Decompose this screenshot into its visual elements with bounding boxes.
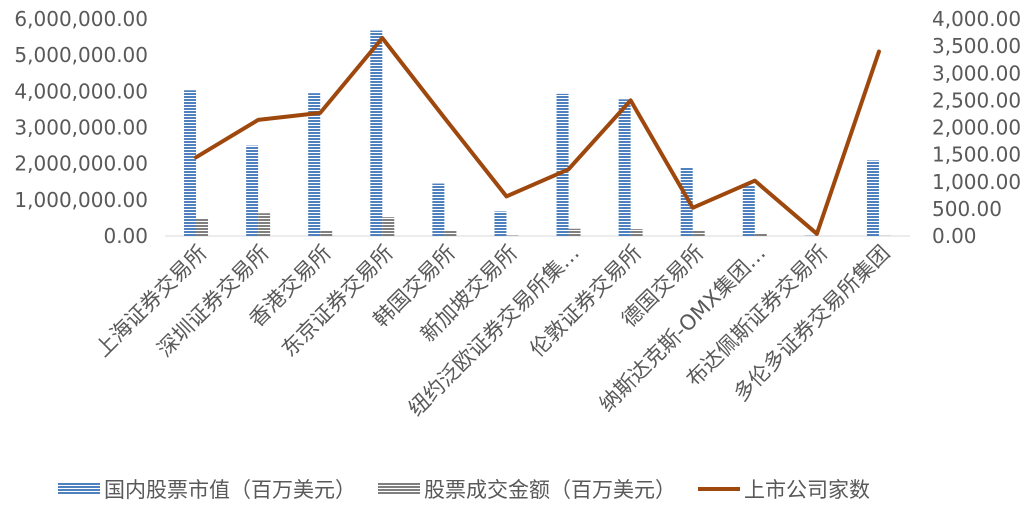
turnover-bar [754, 233, 767, 236]
category-labels: 上海证券交易所深圳证券交易所香港交易所东京证券交易所韩国交易所新加坡交易所纽约泛… [91, 241, 895, 421]
turnover-bar [320, 230, 333, 236]
turnover-bar [506, 235, 519, 236]
legend-swatch [378, 483, 420, 495]
left-tick-label: 0.00 [103, 224, 148, 248]
right-tick-label: 4,000.00 [932, 7, 1021, 31]
legend-label: 上市公司家数 [744, 478, 870, 502]
left-tick-label: 5,000,000.00 [14, 43, 148, 67]
market-cap-bar [184, 90, 197, 236]
right-tick-label: 500.00 [932, 197, 1002, 221]
category-label: 伦敦证券交易所 [525, 241, 646, 362]
right-tick-label: 2,500.00 [932, 88, 1021, 112]
turnover-bar [258, 213, 271, 236]
turnover-bar [196, 218, 209, 236]
market-cap-bar [618, 99, 631, 236]
category-label: 东京证券交易所 [277, 241, 398, 362]
category-label: 上海证券交易所 [91, 241, 212, 362]
right-tick-label: 3,500.00 [932, 34, 1021, 58]
category-label: 深圳证券交易所 [153, 241, 274, 362]
turnover-bar [568, 228, 581, 236]
left-tick-label: 6,000,000.00 [14, 7, 148, 31]
line-series [194, 35, 881, 236]
legend: 国内股票市值（百万美元） 股票成交金额（百万美元） 上市公司家数 [58, 478, 870, 502]
left-axis-ticks: 0.00 1,000,000.00 2,000,000.00 3,000,000.00… [14, 7, 148, 248]
market-cap-bar [432, 183, 445, 236]
right-axis-ticks: 0.00 500.00 1,000.00 1,500.00 2,000.00 2,500.… [932, 7, 1021, 248]
left-tick-label: 2,000,000.00 [14, 152, 148, 176]
turnover-bar [444, 230, 457, 236]
market-cap-bar [866, 160, 879, 236]
right-tick-label: 1,500.00 [932, 143, 1021, 167]
turnover-bar [382, 217, 395, 236]
market-cap-bar [246, 145, 259, 236]
right-tick-label: 1,000.00 [932, 170, 1021, 194]
market-cap-bar [680, 168, 693, 236]
right-tick-label: 0.00 [932, 224, 977, 248]
right-tick-label: 2,000.00 [932, 116, 1021, 140]
left-tick-label: 1,000,000.00 [14, 188, 148, 212]
market-cap-bar [556, 93, 569, 237]
market-cap-bar [494, 211, 507, 236]
listed-companies-line [194, 35, 881, 236]
market-cap-bar [308, 93, 321, 237]
turnover-bar [692, 230, 705, 236]
turnover-bar [630, 229, 643, 236]
market-cap-bar [742, 186, 755, 236]
legend-swatch [58, 483, 100, 495]
legend-label: 股票成交金额（百万美元） [424, 478, 676, 502]
market-cap-bar [370, 30, 383, 236]
right-tick-label: 3,000.00 [932, 61, 1021, 85]
legend-label: 国内股票市值（百万美元） [104, 478, 356, 502]
left-tick-label: 3,000,000.00 [14, 116, 148, 140]
left-tick-label: 4,000,000.00 [14, 79, 148, 103]
bars [184, 30, 891, 237]
